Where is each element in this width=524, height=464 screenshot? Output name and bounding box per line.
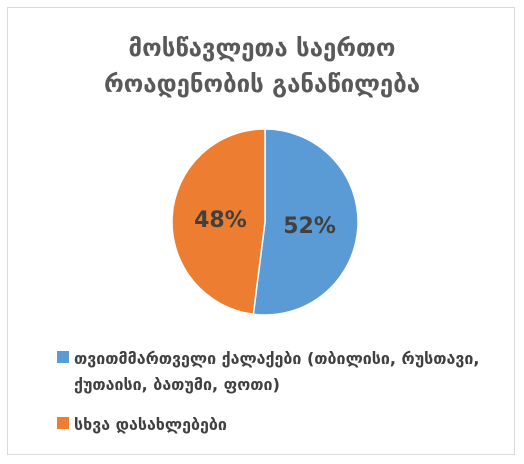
legend-label-other: სხვა დასახლებები xyxy=(74,415,227,434)
legend-item-cities: თვითმმართველი ქალაქები (თბილისი, რუსთავი… xyxy=(57,346,512,398)
legend-swatch-other xyxy=(57,417,69,429)
legend-label-cities: თვითმმართველი ქალაქები (თბილისი, რუსთავი… xyxy=(74,349,480,394)
chart-area xyxy=(7,7,515,455)
legend: თვითმმართველი ქალაქები (თბილისი, რუსთავი… xyxy=(57,346,512,452)
data-label-cities: 52% xyxy=(283,214,336,239)
data-label-other: 48% xyxy=(194,208,247,233)
legend-item-other: სხვა დასახლებები xyxy=(57,412,512,438)
pie-chart: 52% 48% xyxy=(171,128,359,316)
pie-slice-cities xyxy=(252,128,359,316)
chart-title: მოსწავლეთა საერთო როადენობის განაწილება xyxy=(103,34,421,98)
pie-slice-other xyxy=(171,128,266,316)
legend-swatch-cities xyxy=(57,351,69,363)
